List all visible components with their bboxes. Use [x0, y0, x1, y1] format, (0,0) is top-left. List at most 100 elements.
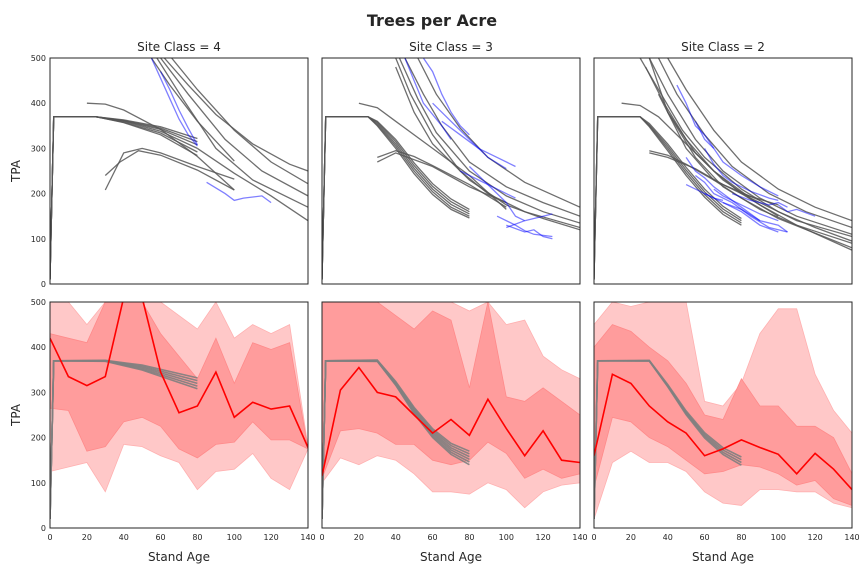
- panel-1-2-xtick-label-2: 40: [663, 533, 673, 542]
- panel-1-0-xtick-label-2: 40: [119, 533, 129, 542]
- panel-0-1-title: Site Class = 3: [409, 40, 493, 54]
- panel-1-2-gray-line-3: [594, 359, 742, 520]
- panel-1-2-xtick-label-7: 140: [844, 533, 859, 542]
- panel-1-0-xtick-label-7: 140: [300, 533, 315, 542]
- panel-0-1-frame: [321, 57, 581, 285]
- panel-1-1-inner-band: [322, 302, 580, 479]
- panel-0-1-blue-line-14: [422, 58, 470, 136]
- panel-0-0-ytick-label-2: 200: [31, 190, 46, 199]
- panel-1-0-ytick-label-2: 200: [31, 434, 46, 443]
- panel-0-2-gray-line-14: [667, 111, 852, 251]
- panel-1-2-xtick-label-4: 80: [736, 533, 746, 542]
- panel-1-2-xlabel: Stand Age: [692, 550, 754, 564]
- figure-title: Trees per Acre: [367, 11, 497, 30]
- panel-1-1: 0 20 40 60 80 100 120 140 Stand Age: [319, 301, 588, 564]
- panel-0-1-blue-line-20: [506, 213, 553, 229]
- panel-1-2: 0 20 40 60 80 100 120 140 Stand Age: [591, 301, 860, 564]
- panel-1-0-xtick-label-6: 120: [264, 533, 279, 542]
- panel-0-2-gray-line-9: [667, 58, 852, 222]
- panel-0-1-blue-line-21: [459, 170, 516, 199]
- panel-1-0-ytick-label-4: 400: [31, 343, 46, 352]
- panel-1-0-xtick-label-3: 60: [155, 533, 165, 542]
- panel-1-1-xtick-label-7: 140: [572, 533, 587, 542]
- panel-0-0-gray-line-5: [50, 116, 198, 280]
- panel-1-0-xtick-label-0: 0: [47, 533, 52, 542]
- panel-1-2-xtick-label-5: 100: [771, 533, 786, 542]
- panel-0-1-gray-line-6: [377, 150, 507, 208]
- panel-0-2-blue-line-15: [676, 84, 715, 149]
- panel-1-0-xtick-label-5: 100: [227, 533, 242, 542]
- panel-1-1-xtick-label-0: 0: [319, 533, 324, 542]
- panel-1-1-xtick-label-2: 40: [391, 533, 401, 542]
- panel-1-1-border: [321, 301, 581, 529]
- panel-0-0-ylabel: TPA: [9, 159, 23, 183]
- panel-0-2-blue-line-19: [695, 174, 788, 233]
- panel-0-1-gray-line-11: [395, 66, 580, 231]
- panel-0-0-frame: [49, 57, 309, 285]
- panel-0-1-gray-line-8: [404, 58, 580, 217]
- panel-0-0-gray-line-10: [163, 58, 308, 172]
- panel-0-2-gray-line-7: [648, 58, 852, 235]
- panel-1-0-ytick-label-0: 0: [41, 524, 46, 533]
- panel-0-0-ytick-label-0: 0: [41, 280, 46, 289]
- panel-0-2-blue-line-22: [713, 188, 779, 222]
- panel-1-2-xtick-label-0: 0: [591, 533, 596, 542]
- panel-1-1-xlabel: Stand Age: [420, 550, 482, 564]
- panel-1-2-xtick-label-1: 20: [626, 533, 636, 542]
- panel-0-0-gray-line-6: [86, 102, 235, 191]
- panel-1-1-plot-area: [322, 302, 580, 520]
- panel-0-2-blue-line-17: [704, 148, 779, 202]
- panel-0-2-blue-line-16: [694, 121, 779, 197]
- panel-0-1-gray-line-4: [322, 116, 470, 280]
- panel-1-0-ytick-label-1: 100: [31, 479, 46, 488]
- panel-0-0-plot-area: [50, 58, 308, 280]
- panel-1-0-median-line: [50, 302, 308, 448]
- panel-0-1: Site Class = 3: [321, 40, 581, 285]
- panel-1-0-ytick-label-3: 300: [31, 388, 46, 397]
- panel-0-0-ytick-label-4: 400: [31, 99, 46, 108]
- panel-1-2-plot-area: [594, 302, 852, 520]
- panel-0-0-gray-line-13: [156, 58, 308, 208]
- panel-1-1-xtick-label-4: 80: [464, 533, 474, 542]
- panel-1-0-ytick-label-5: 500: [31, 298, 46, 307]
- panel-0-2-plot-area: [594, 58, 852, 280]
- panel-0-1-gray-line-10: [398, 58, 580, 224]
- panel-1-2-xtick-label-6: 120: [808, 533, 823, 542]
- panel-1-0-border: [49, 301, 309, 529]
- panel-0-2-blue-line-21: [685, 184, 724, 202]
- panel-0-1-blue-line-13: [404, 58, 452, 140]
- panel-1-0-ylabel: TPA: [9, 403, 23, 427]
- panel-0-2-blue-line-24: [777, 204, 816, 217]
- panel-1-2-median-line: [594, 373, 852, 491]
- panel-0-2-gray-line-8: [657, 58, 852, 229]
- panel-0-2-border: [593, 57, 853, 285]
- panel-1-0: 0 100 200 300 400 500 0 20 40 60 80 100 120 140 TPA Sta…: [9, 298, 316, 564]
- panel-0-0-blue-line-15: [150, 58, 198, 147]
- panel-0-1-blue-line-16: [441, 120, 516, 168]
- panel-0-1-blue-line-19: [506, 224, 553, 240]
- panel-1-1-xtick-label-1: 20: [354, 533, 364, 542]
- panel-0-0-gray-line-8: [104, 147, 235, 191]
- panel-1-2-xtick-label-3: 60: [699, 533, 709, 542]
- panel-0-2-blue-line-18: [685, 157, 761, 222]
- panel-0-1-plot-area: [322, 58, 580, 280]
- panel-0-0: 0 100 200 300 400 500 Site Class = 4 TPA: [9, 40, 309, 289]
- panel-0-2: Site Class = 2: [593, 40, 853, 285]
- panel-0-0-gray-line-9: [150, 58, 235, 162]
- panel-0-0-border: [49, 57, 309, 285]
- panel-0-0-gray-line-11: [171, 58, 308, 185]
- panel-0-1-gray-line-9: [417, 58, 580, 208]
- panel-1-2-border: [593, 301, 853, 529]
- panel-0-1-gray-line-7: [377, 152, 507, 204]
- panel-0-0-ytick-label-1: 100: [31, 235, 46, 244]
- panel-1-2-inner-band: [594, 324, 852, 506]
- panel-0-1-blue-line-17: [468, 166, 525, 222]
- panel-0-0-gray-line-14: [197, 147, 308, 222]
- panel-0-0-blue-line-16: [160, 71, 198, 146]
- panel-0-2-title: Site Class = 2: [681, 40, 765, 54]
- panel-1-0-xtick-label-1: 20: [82, 533, 92, 542]
- panel-0-0-blue-line-17: [206, 181, 272, 204]
- panel-0-1-gray-line-5: [358, 102, 507, 210]
